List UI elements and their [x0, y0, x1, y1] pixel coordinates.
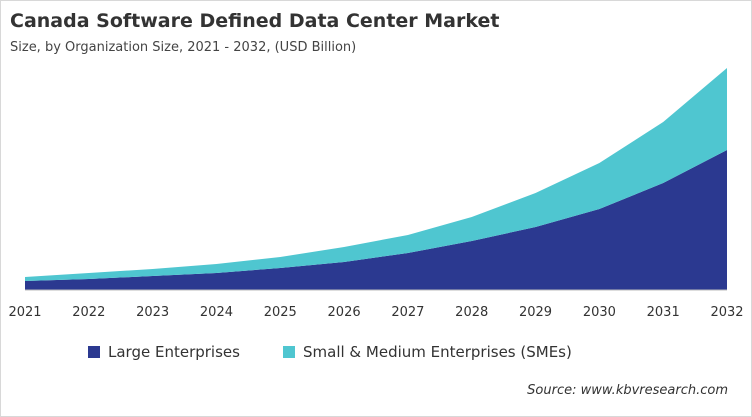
legend-item-sme: Small & Medium Enterprises (SMEs) — [283, 343, 572, 361]
x-tick-label: 2022 — [72, 305, 105, 320]
legend-swatch-sme — [283, 346, 295, 358]
area-series-0 — [25, 150, 727, 290]
legend-label-sme: Small & Medium Enterprises (SMEs) — [303, 343, 572, 361]
x-tick-label: 2030 — [583, 305, 616, 320]
legend-label-large: Large Enterprises — [108, 343, 240, 361]
x-tick-label: 2029 — [519, 305, 552, 320]
source-note: Source: www.kbvresearch.com — [527, 383, 728, 398]
legend-item-large: Large Enterprises — [88, 343, 240, 361]
x-tick-label: 2027 — [391, 305, 424, 320]
x-tick-label: 2032 — [710, 305, 743, 320]
x-tick-label: 2023 — [136, 305, 169, 320]
chart-title: Canada Software Defined Data Center Mark… — [10, 10, 500, 32]
chart-subtitle: Size, by Organization Size, 2021 - 2032,… — [10, 40, 357, 55]
x-tick-label: 2025 — [264, 305, 297, 320]
area-series-1 — [25, 68, 727, 281]
x-tick-label: 2026 — [328, 305, 361, 320]
x-tick-label: 2024 — [200, 305, 233, 320]
x-tick-label: 2021 — [8, 305, 41, 320]
x-tick-label: 2028 — [455, 305, 488, 320]
legend-swatch-large — [88, 346, 100, 358]
x-tick-label: 2031 — [647, 305, 680, 320]
